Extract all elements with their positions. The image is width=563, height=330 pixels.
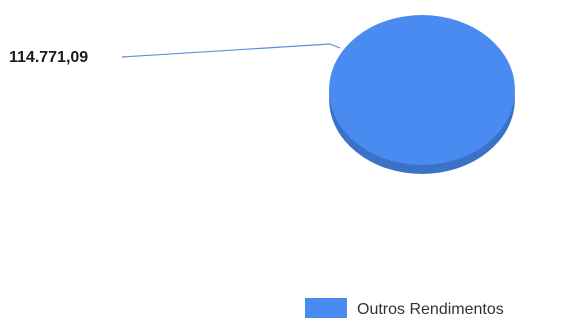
pie-layer — [329, 15, 515, 174]
data-label-layer: 114.771,09 — [9, 43, 341, 66]
data-label-1: 114.771,09 — [9, 49, 88, 66]
legend-swatch-1 — [305, 298, 347, 318]
leader-line — [121, 43, 341, 58]
legend-label-1: Outros Rendimentos — [357, 301, 504, 318]
pie-slice-1 — [329, 15, 515, 165]
legend: Outros Rendimentos — [305, 298, 504, 318]
